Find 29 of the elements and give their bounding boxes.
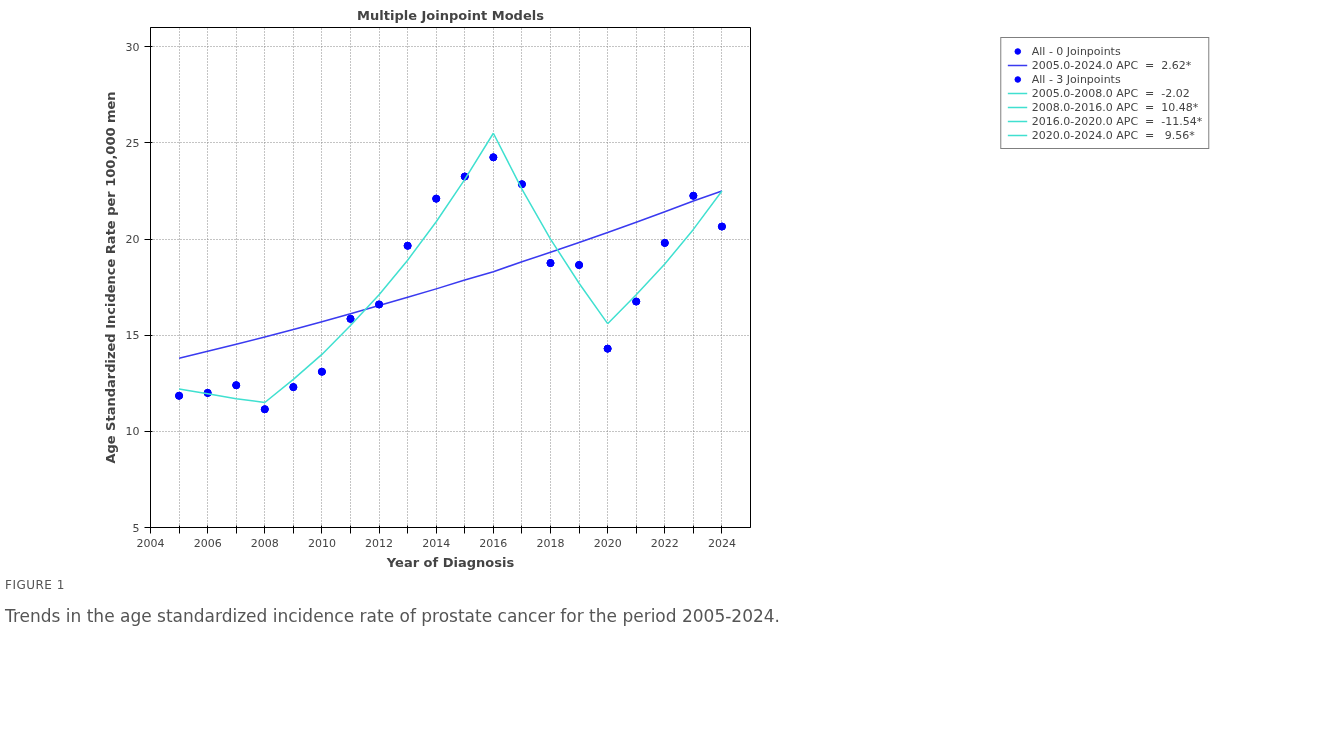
x-tick-label: 2020: [593, 536, 622, 550]
legend-label: 2016.0-2020.0 APC = -11.54*: [1031, 114, 1203, 128]
x-tick-label: 2014: [422, 536, 451, 550]
caption: FIGURE 1: [5, 578, 65, 592]
x-tick-label: 2008: [250, 536, 279, 550]
chart-title: Multiple Joinpoint Models: [357, 7, 545, 23]
y-tick-label: 30: [125, 40, 140, 54]
legend-label: All - 0 Joinpoints: [1031, 44, 1121, 58]
x-tick-label: 2012: [365, 536, 394, 550]
y-tick-label: 10: [125, 425, 140, 439]
y-axis-title: Age Standardized Incidence Rate per 100,000 men: [102, 91, 118, 464]
y-tick-label: 25: [125, 136, 140, 150]
legend-label: 2020.0-2024.0 APC = 9.56*: [1031, 128, 1195, 142]
x-tick-label: 2016: [479, 536, 508, 550]
legend-label: 2008.0-2016.0 APC = 10.48*: [1031, 100, 1199, 114]
y-tick-label: 20: [125, 233, 140, 247]
text: Trends in the age standardized incidence rate of prostate cancer for the period 2005-2024.: [5, 606, 781, 627]
x-tick-label: 2010: [307, 536, 336, 550]
x-axis-title: Year of Diagnosis: [385, 554, 515, 570]
y-tick-label: 5: [132, 521, 140, 535]
x-tick-label: 2022: [650, 536, 679, 550]
legend-label: 2005.0-2024.0 APC = 2.62*: [1031, 58, 1192, 72]
y-tick-label: 15: [125, 329, 140, 343]
legend-label: 2005.0-2008.0 APC = -2.02: [1031, 86, 1190, 100]
x-tick-label: 2024: [707, 536, 736, 550]
x-tick-label: 2006: [193, 536, 222, 550]
x-tick-label: 2018: [536, 536, 565, 550]
legend-label: All - 3 Joinpoints: [1031, 72, 1121, 86]
x-tick-label: 2004: [136, 536, 165, 550]
